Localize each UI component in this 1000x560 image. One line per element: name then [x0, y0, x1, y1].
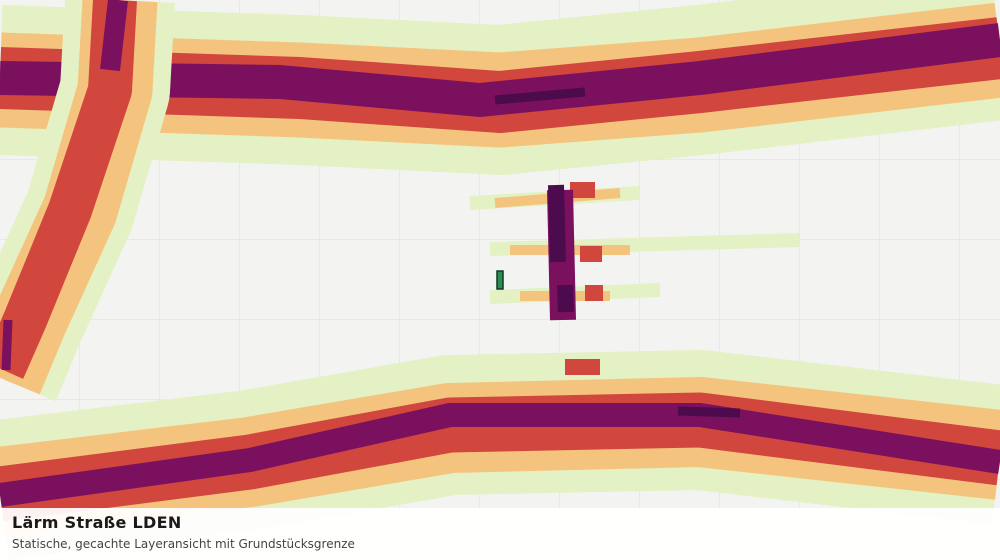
noise-band-centre: [469, 182, 801, 375]
noise-band-bottom: [0, 350, 1000, 560]
map-title: Lärm Straße LDEN: [12, 513, 182, 532]
caption-panel: Lärm Straße LDEN Statische, gecachte Lay…: [0, 508, 1000, 560]
noise-band-left: [0, 0, 175, 402]
map-subtitle: Statische, gecachte Layeransicht mit Gru…: [12, 537, 355, 551]
property-boundary: [496, 270, 504, 290]
